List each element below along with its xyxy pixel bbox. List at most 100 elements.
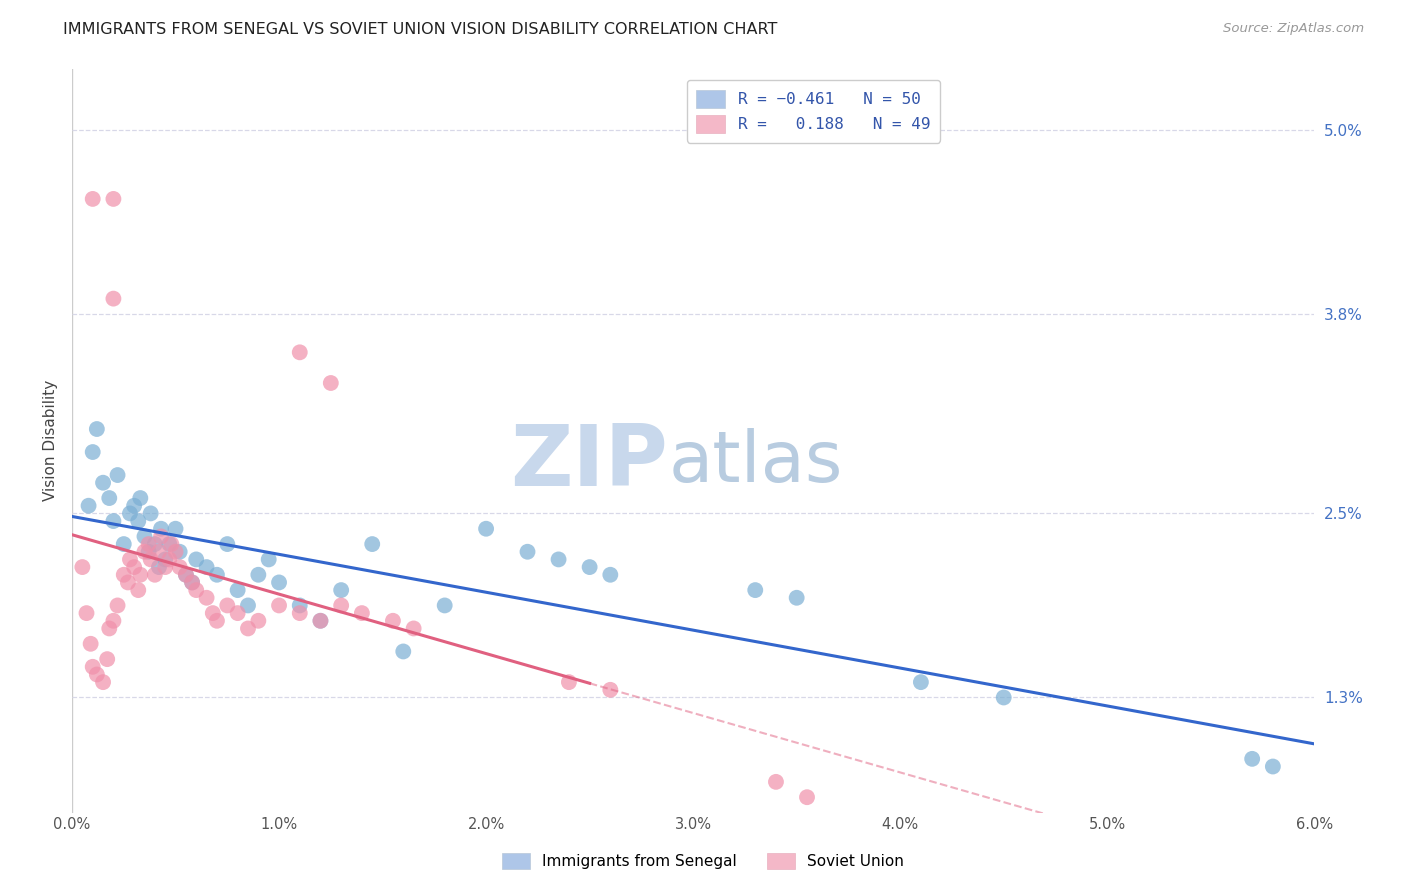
Point <box>148 560 170 574</box>
Point <box>165 545 187 559</box>
Point <box>186 583 208 598</box>
Point <box>381 614 404 628</box>
Point <box>350 606 373 620</box>
Point <box>82 445 104 459</box>
Point <box>765 775 787 789</box>
Point <box>103 614 125 628</box>
Point <box>98 622 121 636</box>
Point <box>247 614 270 628</box>
Point <box>129 491 152 505</box>
Point <box>103 292 125 306</box>
Point <box>77 499 100 513</box>
Point <box>150 522 173 536</box>
Point <box>578 560 600 574</box>
Point <box>107 468 129 483</box>
Point <box>98 491 121 505</box>
Point <box>1261 759 1284 773</box>
Point <box>786 591 808 605</box>
Point <box>236 622 259 636</box>
Text: atlas: atlas <box>668 428 842 498</box>
Point <box>165 522 187 536</box>
Point <box>169 545 191 559</box>
Text: Source: ZipAtlas.com: Source: ZipAtlas.com <box>1223 22 1364 36</box>
Point <box>91 675 114 690</box>
Point <box>107 599 129 613</box>
Point <box>103 514 125 528</box>
Point <box>139 507 162 521</box>
Point <box>205 567 228 582</box>
Point <box>96 652 118 666</box>
Point <box>392 644 415 658</box>
Point <box>993 690 1015 705</box>
Point <box>475 522 498 536</box>
Point <box>288 345 311 359</box>
Point <box>599 567 621 582</box>
Point <box>257 552 280 566</box>
Point <box>112 537 135 551</box>
Y-axis label: Vision Disability: Vision Disability <box>44 380 58 501</box>
Point <box>134 529 156 543</box>
Point <box>122 499 145 513</box>
Point <box>267 599 290 613</box>
Point <box>86 422 108 436</box>
Point <box>72 560 94 574</box>
Point <box>127 514 149 528</box>
Point <box>217 537 239 551</box>
Point <box>138 537 160 551</box>
Point <box>226 583 249 598</box>
Point <box>309 614 332 628</box>
Point <box>174 567 197 582</box>
Point <box>796 790 818 805</box>
Point <box>744 583 766 598</box>
Text: ZIP: ZIP <box>510 421 668 504</box>
Point <box>157 537 180 551</box>
Point <box>118 507 141 521</box>
Legend: R = −0.461   N = 50, R =   0.188   N = 49: R = −0.461 N = 50, R = 0.188 N = 49 <box>686 80 939 143</box>
Legend: Immigrants from Senegal, Soviet Union: Immigrants from Senegal, Soviet Union <box>496 847 910 875</box>
Point <box>361 537 384 551</box>
Point <box>186 552 208 566</box>
Point <box>330 599 353 613</box>
Point <box>516 545 538 559</box>
Point <box>236 599 259 613</box>
Point <box>150 529 173 543</box>
Point <box>599 682 621 697</box>
Point <box>288 599 311 613</box>
Point <box>118 552 141 566</box>
Point <box>217 599 239 613</box>
Point <box>129 567 152 582</box>
Point <box>82 192 104 206</box>
Text: IMMIGRANTS FROM SENEGAL VS SOVIET UNION VISION DISABILITY CORRELATION CHART: IMMIGRANTS FROM SENEGAL VS SOVIET UNION … <box>63 22 778 37</box>
Point <box>169 560 191 574</box>
Point <box>153 560 176 574</box>
Point <box>82 660 104 674</box>
Point <box>76 606 98 620</box>
Point <box>91 475 114 490</box>
Point <box>86 667 108 681</box>
Point <box>547 552 569 566</box>
Point <box>910 675 932 690</box>
Point <box>226 606 249 620</box>
Point <box>181 575 204 590</box>
Point <box>139 552 162 566</box>
Point <box>117 575 139 590</box>
Point <box>143 567 166 582</box>
Point <box>112 567 135 582</box>
Point <box>330 583 353 598</box>
Point <box>195 560 218 574</box>
Point <box>122 560 145 574</box>
Point <box>79 637 101 651</box>
Point <box>433 599 456 613</box>
Point <box>205 614 228 628</box>
Point <box>138 545 160 559</box>
Point <box>160 537 183 551</box>
Point <box>157 552 180 566</box>
Point <box>201 606 224 620</box>
Point <box>402 622 425 636</box>
Point <box>558 675 581 690</box>
Point <box>181 575 204 590</box>
Point <box>103 192 125 206</box>
Point <box>1241 752 1264 766</box>
Point <box>319 376 342 390</box>
Point <box>134 545 156 559</box>
